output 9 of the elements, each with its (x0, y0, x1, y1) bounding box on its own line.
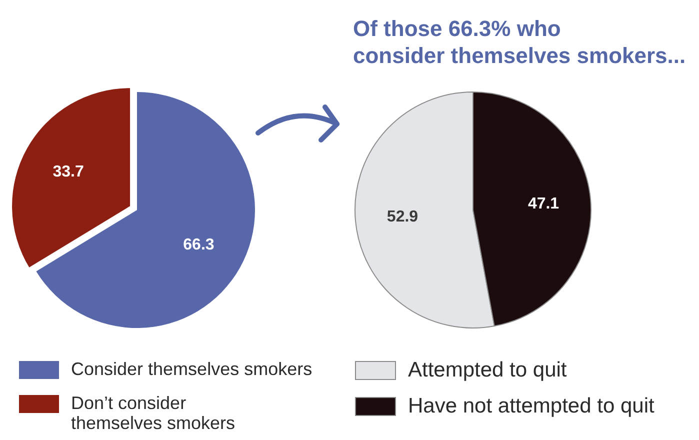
legend-label: Don’t consider themselves smokers (71, 393, 236, 433)
legend-label: Have not attempted to quit (408, 394, 654, 418)
legend-label: Attempted to quit (408, 358, 567, 382)
data-label: 66.3 (183, 236, 214, 254)
data-label: 33.7 (52, 163, 84, 180)
legend-label: Consider themselves smokers (71, 359, 312, 379)
chart-title: Of those 66.3% who consider themselves smokers... (353, 16, 686, 68)
data-label: 47.1 (528, 196, 560, 213)
data-label: 52.9 (386, 208, 418, 226)
